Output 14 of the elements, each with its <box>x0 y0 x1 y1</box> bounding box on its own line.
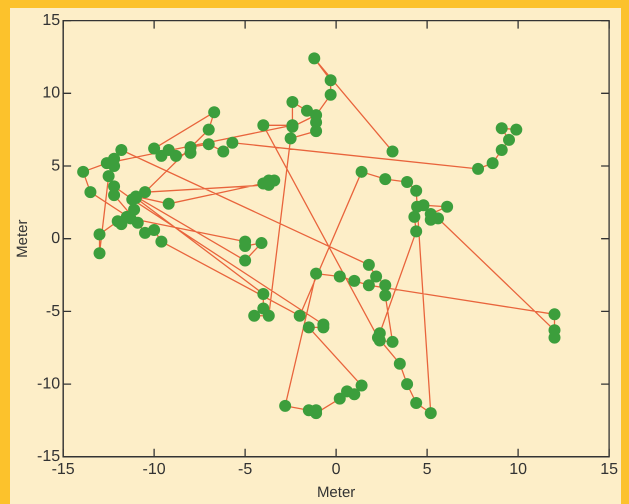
y-tick-label: 5 <box>51 157 60 174</box>
y-axis-title: Meter <box>14 220 32 258</box>
y-tick-label: 10 <box>42 84 60 102</box>
x-axis-title: Meter <box>316 484 356 502</box>
x-tick-label: 15 <box>600 460 618 478</box>
y-tick-label: 15 <box>42 12 60 30</box>
x-tick-label: -10 <box>142 460 166 478</box>
y-tick-label: -5 <box>46 302 60 320</box>
y-tick-label: 0 <box>51 230 60 248</box>
x-tick-label: 10 <box>509 460 528 478</box>
x-tick-label: 0 <box>332 460 341 478</box>
y-tick-label: -10 <box>37 376 60 393</box>
x-tick-label: 5 <box>422 460 432 478</box>
x-tick-label: -5 <box>238 460 252 478</box>
